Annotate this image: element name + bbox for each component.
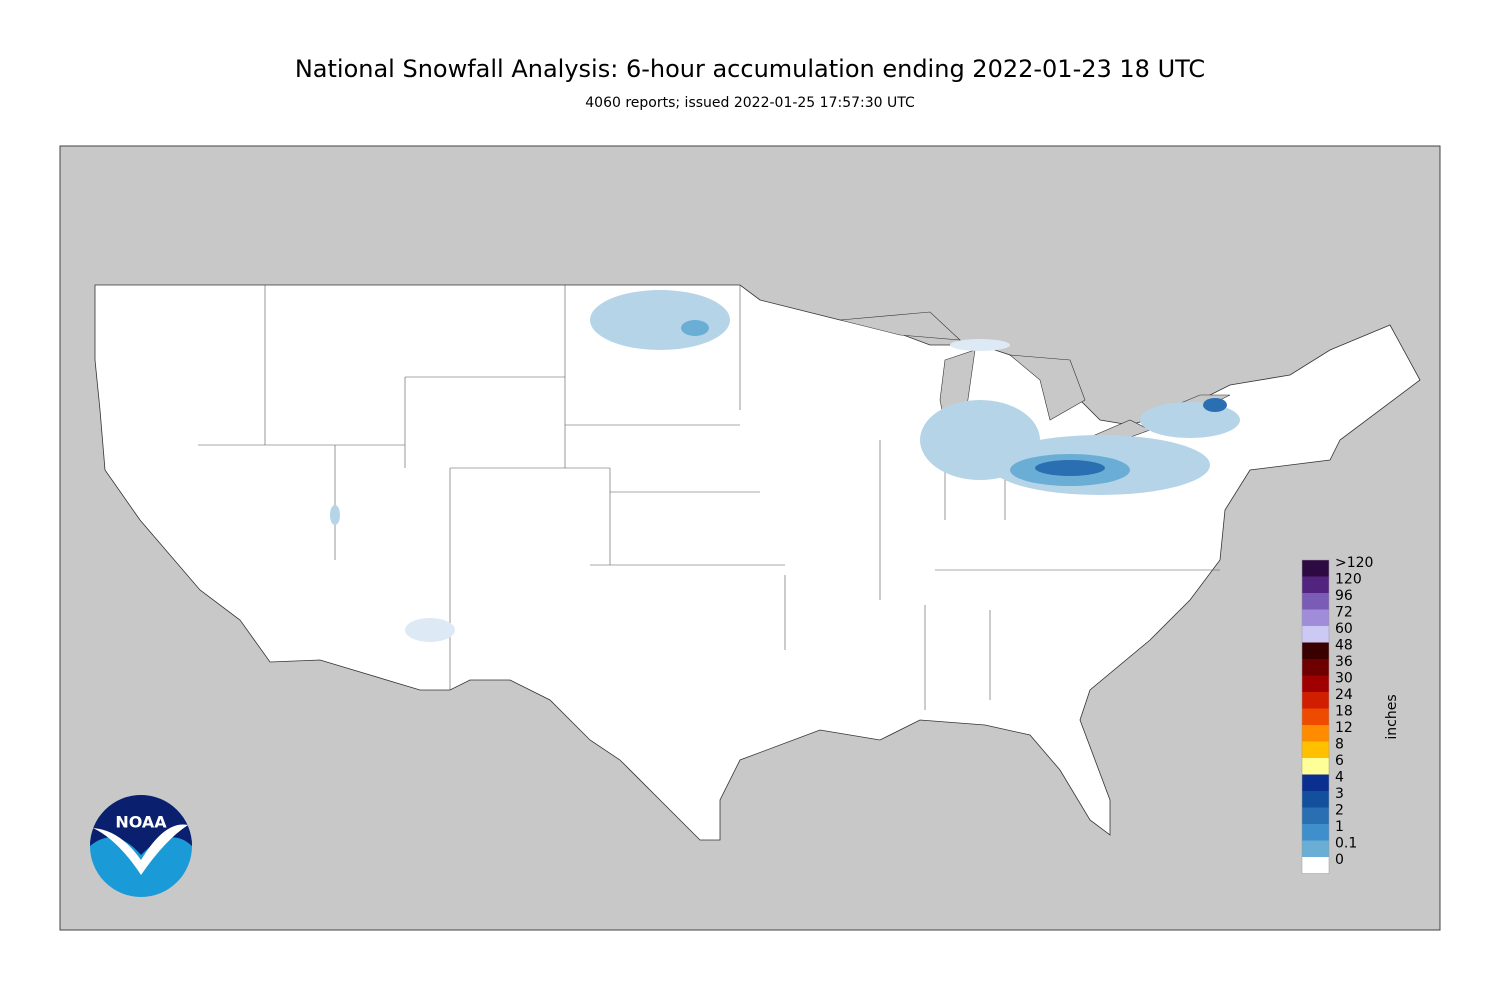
us-land	[94, 284, 1421, 841]
legend-swatch	[1302, 824, 1329, 841]
legend-label: 1	[1335, 819, 1344, 835]
legend-frame	[1301, 559, 1330, 874]
legend-swatch	[1302, 560, 1329, 577]
legend-label: >120	[1335, 555, 1373, 571]
legend-swatch	[1302, 840, 1329, 857]
legend-label: 120	[1335, 572, 1362, 588]
legend-label: 12	[1335, 720, 1353, 736]
subtitle: 4060 reports; issued 2022-01-25 17:57:30…	[585, 95, 915, 111]
legend-label: 24	[1335, 687, 1353, 703]
legend-label: 3	[1335, 786, 1344, 802]
legend-swatch	[1302, 774, 1329, 791]
legend-label: 48	[1335, 638, 1353, 654]
legend-label: 4	[1335, 770, 1344, 786]
legend-label: 0	[1335, 852, 1344, 868]
legend-swatch	[1302, 708, 1329, 725]
legend-label: 0.1	[1335, 836, 1357, 852]
legend-label: 2	[1335, 803, 1344, 819]
legend-swatch	[1302, 857, 1329, 874]
snowfall-areas	[330, 290, 1240, 642]
legend-label: 96	[1335, 588, 1353, 604]
legend-swatch	[1302, 659, 1329, 676]
legend-swatch	[1302, 609, 1329, 626]
legend-label: 36	[1335, 654, 1353, 670]
legend-swatch	[1302, 626, 1329, 643]
title: National Snowfall Analysis: 6-hour accum…	[295, 55, 1205, 83]
legend-swatch	[1302, 593, 1329, 610]
legend-label: 8	[1335, 737, 1344, 753]
legend-swatch	[1302, 741, 1329, 758]
legend-label: 30	[1335, 671, 1353, 687]
noaa-logo: NOAA	[90, 795, 192, 897]
legend-swatch	[1302, 692, 1329, 709]
legend-swatch	[1302, 807, 1329, 824]
legend-label: 60	[1335, 621, 1353, 637]
legend-unit: inches	[1384, 694, 1400, 739]
legend-label: 6	[1335, 753, 1344, 769]
legend-swatch	[1302, 576, 1329, 593]
legend-swatch	[1302, 758, 1329, 775]
state-borders	[198, 285, 1220, 710]
legend-swatch	[1302, 725, 1329, 742]
legend-swatch	[1302, 642, 1329, 659]
logo-text: NOAA	[115, 813, 167, 832]
legend-label: 72	[1335, 605, 1353, 621]
legend-swatch	[1302, 675, 1329, 692]
map	[59, 145, 1441, 931]
legend-label: 18	[1335, 704, 1353, 720]
legend-swatch	[1302, 791, 1329, 808]
